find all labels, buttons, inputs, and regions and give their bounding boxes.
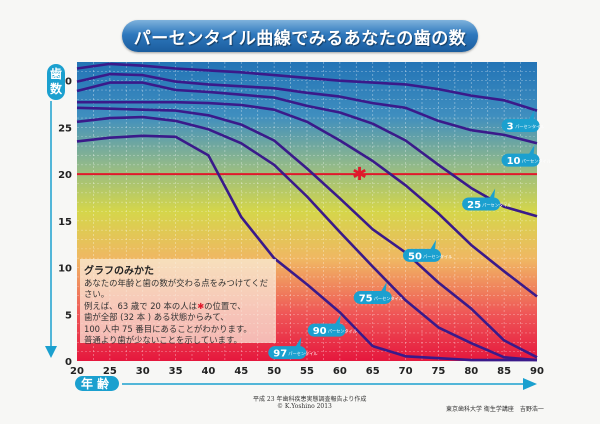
label-pointer [528, 144, 535, 155]
curve-label-3: 3 パーセンタイル [501, 110, 544, 133]
percentile-curve-3 [76, 62, 538, 112]
axes [45, 101, 537, 390]
label-bubble [403, 248, 441, 262]
y-tick-label: 15 [58, 217, 72, 228]
y-axis-label: 歯 数 [47, 64, 65, 100]
curve-label-50: 50 パーセンタイル [403, 239, 452, 262]
how-to-text: あなたの年齢と歯の数が交わる点をみつけてください。 例えば、63 歳で 20 本… [84, 278, 268, 311]
x-tick-label: 75 [431, 366, 445, 377]
y-axis-arrow-head [45, 346, 57, 358]
x-tick-label: 20 [70, 366, 84, 377]
y-tick-label: 10 [58, 264, 72, 275]
label-bubble [307, 323, 346, 337]
title-banner: パーセンタイル曲線でみるあなたの歯の数 [122, 20, 478, 52]
page-title: パーセンタイル曲線でみるあなたの歯の数 [133, 28, 467, 49]
label-bubble [501, 153, 540, 167]
label-percentile-value: 50 [408, 251, 422, 262]
curve-label-75: 75 パーセンタイル [353, 281, 403, 304]
label-pointer [334, 314, 341, 325]
x-tick-label: 80 [464, 366, 478, 377]
x-tick-label: 85 [497, 366, 511, 377]
y-axis-label-char: 歯 [49, 67, 62, 81]
x-tick-label: 35 [169, 366, 183, 377]
label-percentile-suffix: パーセンタイル [288, 350, 317, 357]
x-tick-label: 90 [530, 366, 544, 377]
label-pointer [528, 110, 535, 121]
x-tick-label: 45 [234, 366, 248, 377]
percentile-curve-75 [76, 106, 538, 359]
label-pointer [489, 188, 496, 199]
x-axis-label: 年齢 [75, 376, 119, 391]
y-tick-label: 20 [58, 170, 72, 181]
how-to-read-box: グラフのみかた あなたの年齢と歯の数が交わる点をみつけてください。 例えば、63… [80, 259, 276, 346]
label-percentile-suffix: パーセンタイル [515, 123, 544, 130]
curve-label-10: 10 パーセンタイル [501, 144, 551, 167]
label-percentile-value: 10 [507, 156, 521, 167]
x-tick-label: 50 [267, 366, 281, 377]
label-pointer [380, 281, 387, 292]
tick-labels: 20 25 30 35 40 45 50 55 60 65 70 75 80 85 90 0 5 10 15 20 25… [58, 77, 544, 377]
percentile-curve-10 [76, 72, 538, 145]
x-tick-label: 40 [201, 366, 215, 377]
label-bubble [268, 346, 307, 360]
x-tick-label: 55 [300, 366, 314, 377]
x-tick-label: 65 [366, 366, 380, 377]
label-percentile-suffix: パーセンタイル [482, 202, 511, 209]
x-tick-label: 30 [136, 366, 150, 377]
label-percentile-suffix: パーセンタイル [423, 253, 452, 260]
label-percentile-suffix: パーセンタイル [374, 295, 403, 302]
curves: ✱ [76, 62, 538, 362]
percentile-curve-50 [77, 100, 538, 298]
how-to-body: あなたの年齢と歯の数が交わる点をみつけてください。 例えば、63 歳で 20 本… [84, 278, 272, 346]
how-to-text: の位置で、 歯が全部 (32 本 ) ある状態からみて、 100 人中 75 番… [84, 300, 252, 346]
label-bubble [353, 290, 392, 304]
percentile-curve-25 [76, 81, 538, 218]
label-pointer [430, 239, 436, 250]
x-tick-label: 25 [103, 366, 117, 377]
curve-label-97: 97 パーセンタイル [268, 337, 318, 360]
label-percentile-value: 97 [273, 349, 287, 360]
y-tick-label: 25 [58, 123, 72, 134]
curve-label-90: 90 パーセンタイル [307, 314, 357, 337]
x-tick-label: 60 [333, 366, 347, 377]
x-axis-arrow-head [523, 378, 537, 390]
how-to-heading: グラフのみかた [84, 266, 154, 277]
star-icon: ✱ [197, 300, 205, 311]
x-tick-label: 70 [399, 366, 413, 377]
percentile-curve-90 [76, 115, 538, 362]
author-credit: 東京歯科大学 衛生学講座 吉野浩一 [446, 406, 544, 413]
label-percentile-value: 75 [359, 293, 373, 304]
percentile-curve-97 [76, 134, 537, 362]
label-bubble [462, 197, 501, 211]
label-percentile-value: 25 [467, 200, 481, 211]
curve-label-25: 25 パーセンタイル [462, 188, 511, 211]
source-note: 平成 23 年歯科疾患実態調査報告より作成 [253, 396, 367, 403]
y-tick-label: 0 [65, 357, 72, 368]
y-axis-label-char: 数 [49, 82, 62, 96]
label-percentile-value: 3 [507, 122, 514, 133]
label-percentile-suffix: パーセンタイル [522, 158, 551, 165]
y-tick-label: 30 [58, 77, 72, 88]
label-pointer [295, 337, 302, 348]
label-bubble [501, 119, 540, 133]
label-percentile-value: 90 [313, 326, 327, 337]
y-tick-label: 5 [65, 310, 72, 321]
copyright: © K.Yoshino 2013 [277, 403, 332, 410]
example-marker-star: ✱ [352, 164, 367, 185]
label-percentile-suffix: パーセンタイル [328, 328, 357, 335]
